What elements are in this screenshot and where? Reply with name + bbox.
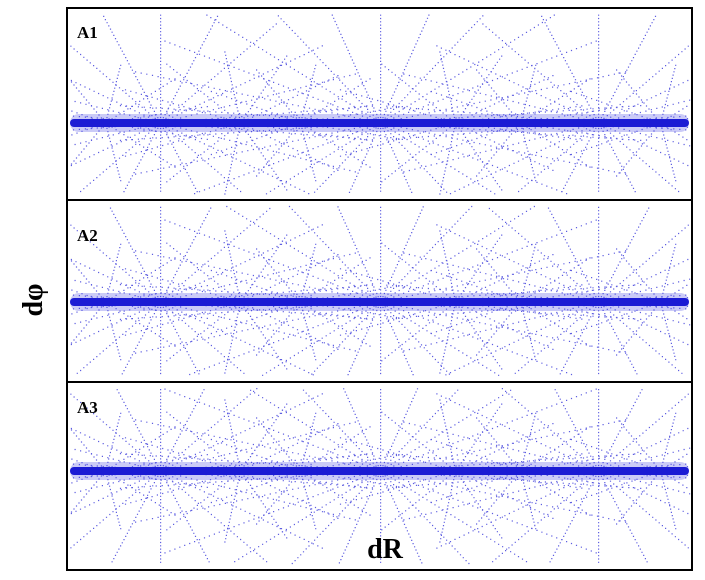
ray-dots	[70, 14, 691, 195]
panel-label: A1	[77, 23, 98, 42]
central-band	[70, 298, 689, 306]
panel-label: A3	[77, 398, 98, 417]
band-halo	[70, 462, 689, 480]
central-band	[70, 467, 689, 475]
outer-frame	[66, 7, 693, 571]
panel-label: A2	[77, 226, 98, 245]
y-axis-label: dφ	[18, 283, 49, 316]
band-halo	[70, 293, 689, 311]
band-halo	[70, 114, 689, 132]
x-axis-label: dR	[367, 534, 404, 565]
central-band	[70, 119, 689, 127]
ray-dots	[70, 205, 691, 376]
dot-patterns	[70, 14, 691, 565]
